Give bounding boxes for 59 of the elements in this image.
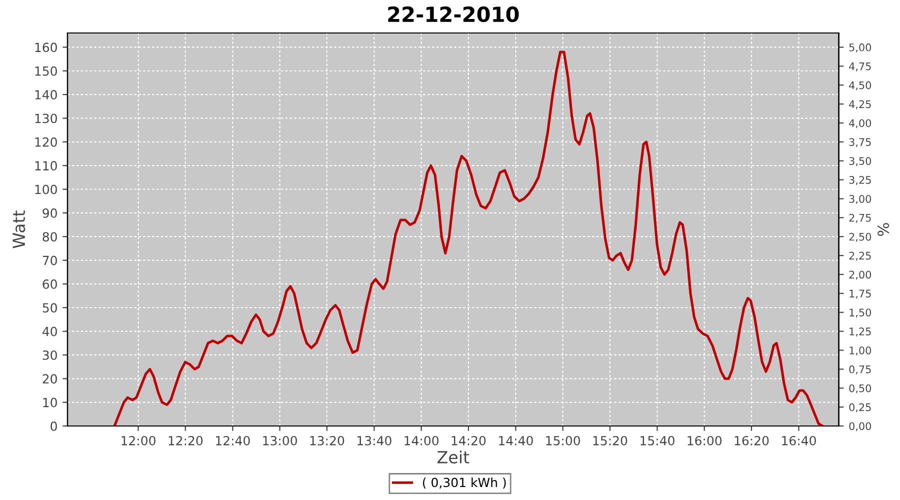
- x-tick-label: 12:20: [168, 436, 203, 446]
- y-tick-label: 140: [35, 90, 57, 100]
- y2-tick-label: 4,00: [849, 119, 872, 128]
- y-tick-label: 160: [35, 42, 57, 52]
- y2-tick-label: 0,25: [849, 403, 871, 412]
- x-tick-label: 12:00: [122, 436, 156, 446]
- y2-tick-label: 1,25: [850, 328, 871, 336]
- y2-tick-label: 4,50: [849, 81, 872, 90]
- x-tick-label: 15:20: [593, 436, 628, 446]
- legend-label: ( 0,301 kWh ): [422, 478, 506, 489]
- y-tick-label: 50: [42, 303, 57, 313]
- y2-tick-label: 0,75: [849, 365, 871, 374]
- y-tick-label: 20: [42, 374, 57, 384]
- x-tick-label: 13:40: [358, 436, 392, 446]
- x-tick-label: 15:00: [546, 436, 580, 446]
- y2-tick-label: 3,75: [849, 138, 871, 148]
- y-tick-label: 130: [35, 114, 57, 124]
- y-tick-label: 120: [35, 137, 57, 147]
- y-tick-label: 30: [42, 350, 57, 360]
- y2-tick-label: 2,75: [849, 214, 871, 223]
- y-tick-label: 100: [35, 184, 57, 194]
- y2-tick-label: 2,00: [849, 270, 872, 280]
- line-series: [113, 50, 824, 426]
- x-tick-label: 15:40: [640, 436, 674, 446]
- x-tick-label: 14:40: [499, 436, 533, 446]
- y2-axis-title: %: [878, 223, 890, 236]
- y2-tick-label: 2,25: [849, 252, 871, 261]
- y2-tick-label: 1,50: [850, 308, 872, 318]
- y2-tick-label: 3,00: [849, 194, 872, 204]
- y2-tick-label: 3,50: [849, 157, 872, 166]
- x-tick-label: 16:40: [782, 436, 816, 446]
- y2-tick-label: 3,25: [849, 176, 871, 185]
- x-tick-label: 16:00: [688, 436, 722, 446]
- y2-tick-label: 4,75: [849, 62, 871, 72]
- x-tick-label: 14:20: [452, 436, 486, 446]
- x-axis-title: Zeit: [437, 450, 470, 464]
- y2-tick-label: 5,00: [849, 43, 872, 52]
- y-tick-label: 60: [42, 279, 57, 289]
- x-tick-label: 13:00: [263, 436, 297, 446]
- y2-tick-label: 2,50: [849, 232, 872, 242]
- x-tick-label: 13:20: [310, 436, 344, 446]
- x-tick-label: 16:20: [734, 436, 769, 446]
- y2-tick-label: 1,00: [850, 346, 872, 356]
- x-tick-label: 14:00: [404, 436, 438, 446]
- y-tick-label: 80: [42, 232, 57, 242]
- y2-tick-label: 4,25: [849, 100, 871, 110]
- y-tick-label: 150: [35, 66, 57, 76]
- y-axis-title: Watt: [12, 210, 26, 248]
- y2-tick-label: 1,75: [850, 290, 871, 299]
- y-tick-label: 90: [42, 208, 57, 218]
- y-tick-label: 70: [42, 256, 57, 266]
- y-tick-label: 10: [43, 398, 57, 408]
- y-tick-label: 110: [35, 161, 57, 171]
- y-tick-label: 0: [50, 421, 57, 431]
- chart-title: 22-12-2010: [388, 6, 519, 22]
- y2-tick-label: 0,00: [849, 422, 872, 432]
- x-tick-label: 12:40: [216, 436, 250, 446]
- y2-tick-label: 0,50: [849, 384, 872, 394]
- y-tick-label: 40: [42, 326, 57, 336]
